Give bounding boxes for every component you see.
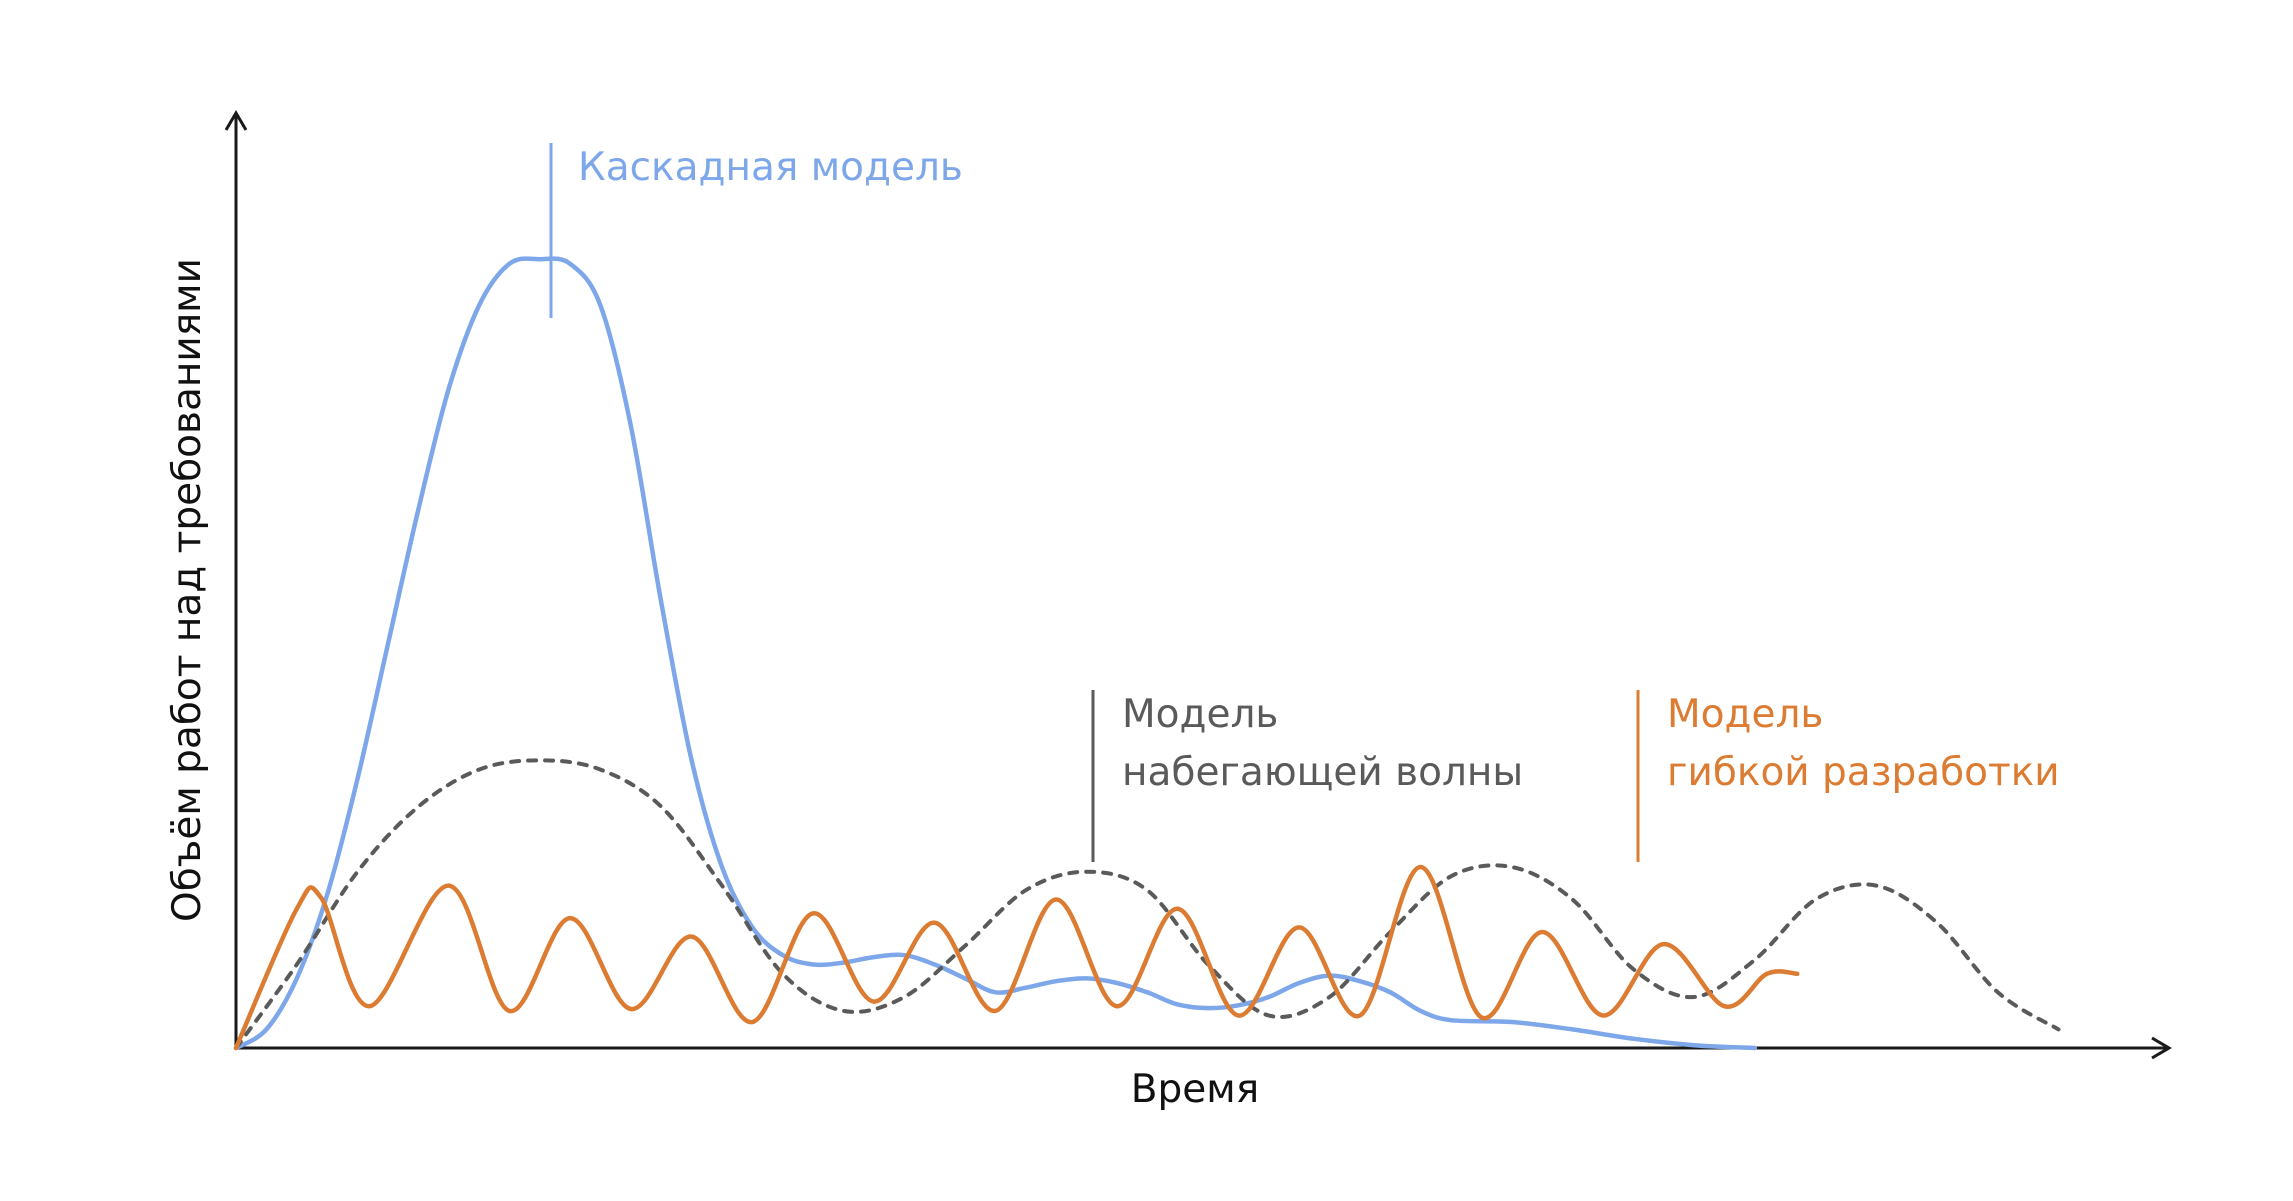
series-line-agile: [233, 864, 1800, 1051]
series-line-rolling-wave: [234, 758, 2061, 1050]
y-axis-arrow: [224, 110, 248, 131]
annotation-label-rolling-wave-line-2: набегающей волны: [1122, 750, 1523, 795]
annotation-label-agile-line-1: Модель: [1667, 692, 1823, 737]
annotation-layer: Каскадная модель Модель набегающей волны Мо…: [549, 143, 2060, 862]
axes: [224, 110, 2172, 1060]
y-axis-label: Объём работ над требованиями: [165, 258, 210, 922]
annotation-label-agile-line-2: гибкой разработки: [1667, 750, 2060, 795]
x-axis-label: Время: [1131, 1067, 1259, 1112]
series-line-waterfall: [233, 256, 1758, 1051]
x-axis-arrow: [2151, 1036, 2172, 1060]
series-layer: [233, 256, 2061, 1051]
annotation-label-waterfall-line-1: Каскадная модель: [578, 145, 963, 190]
annotation-label-rolling-wave-line-1: Модель: [1122, 692, 1278, 737]
